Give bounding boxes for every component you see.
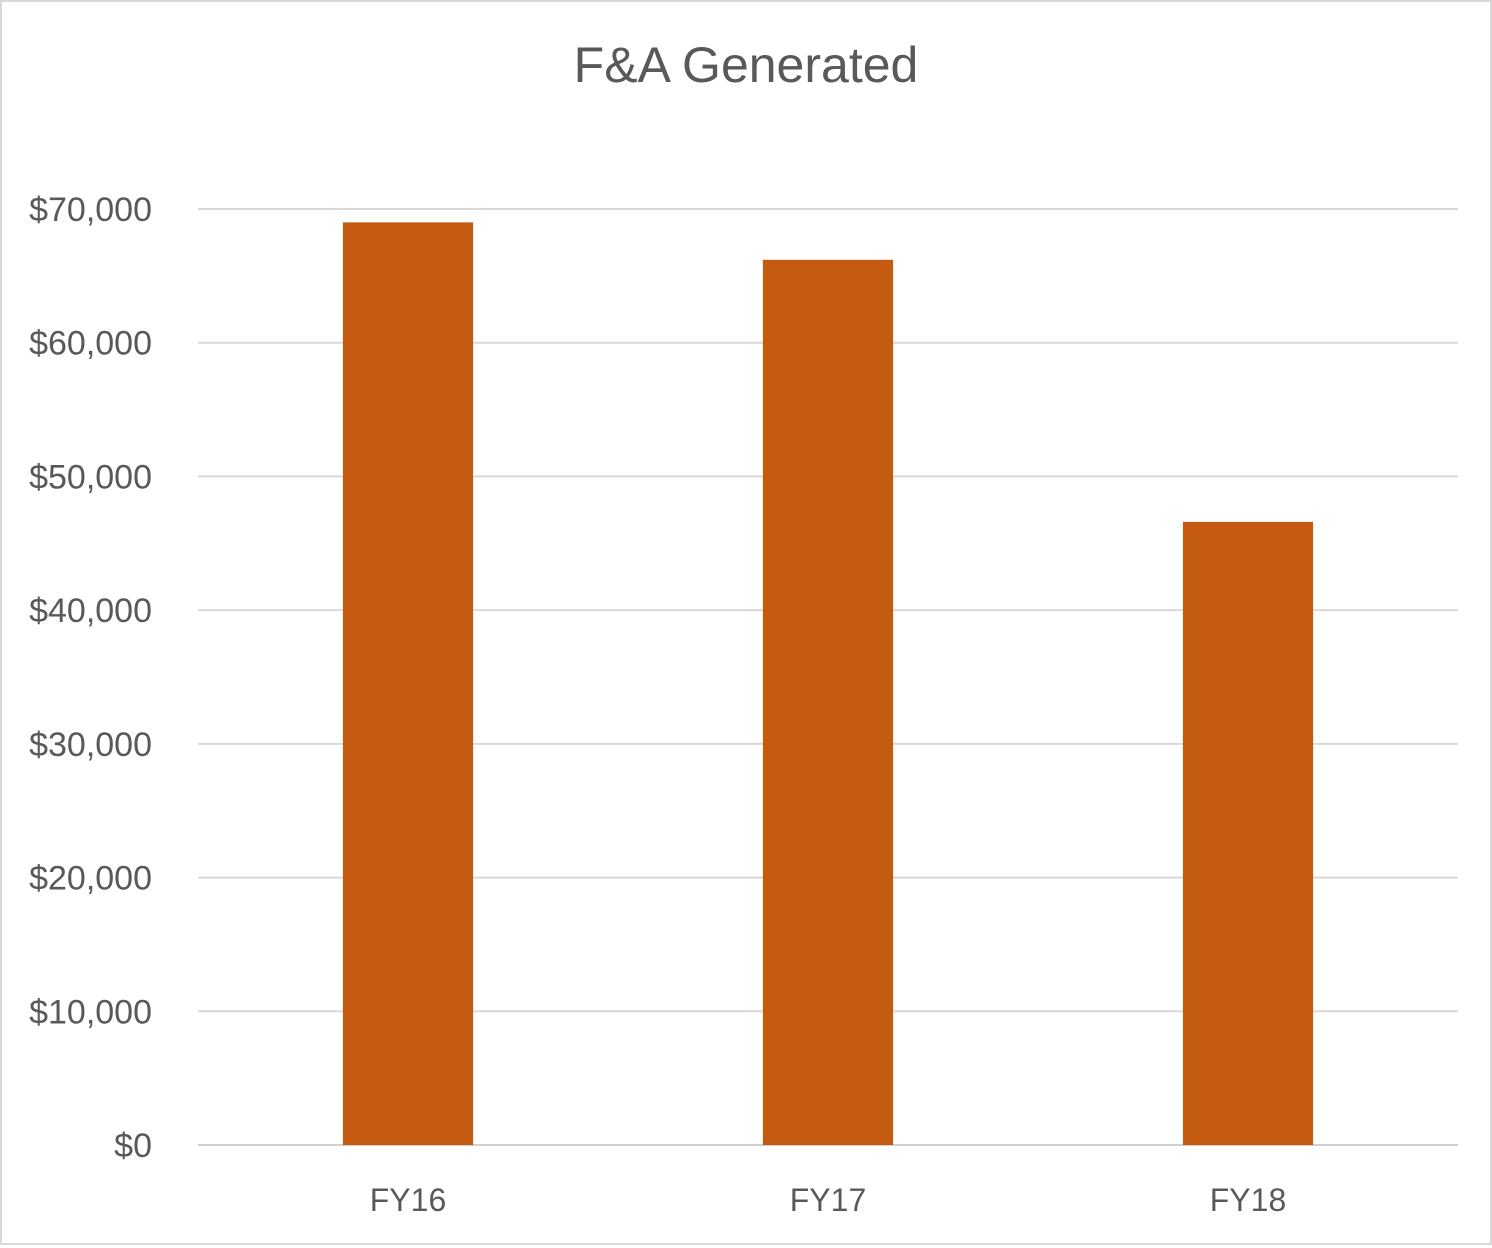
x-tick-label: FY17 [790, 1182, 866, 1218]
y-tick-label: $30,000 [29, 726, 152, 764]
bar-fy16 [342, 222, 474, 1145]
y-tick-label: $70,000 [29, 191, 152, 229]
y-tick-label: $60,000 [29, 325, 152, 363]
y-tick-label: $50,000 [29, 458, 152, 496]
y-tick-label: $20,000 [29, 860, 152, 898]
y-tick-label: $40,000 [29, 592, 152, 630]
y-tick-label: $10,000 [29, 993, 152, 1031]
x-tick-label: FY16 [370, 1182, 446, 1218]
y-axis-tick-labels: $0 $10,000 $20,000 $30,000 $40,000 $50,000 $60… [29, 191, 152, 1165]
x-tick-label: FY18 [1210, 1182, 1286, 1218]
bars [342, 222, 1314, 1146]
chart-title: F&A Generated [574, 37, 919, 93]
bar-fy17 [762, 259, 894, 1146]
y-tick-label: $0 [114, 1127, 152, 1165]
bar-fy18 [1182, 521, 1314, 1145]
x-axis-tick-labels: FY16 FY17 FY18 [370, 1182, 1286, 1218]
